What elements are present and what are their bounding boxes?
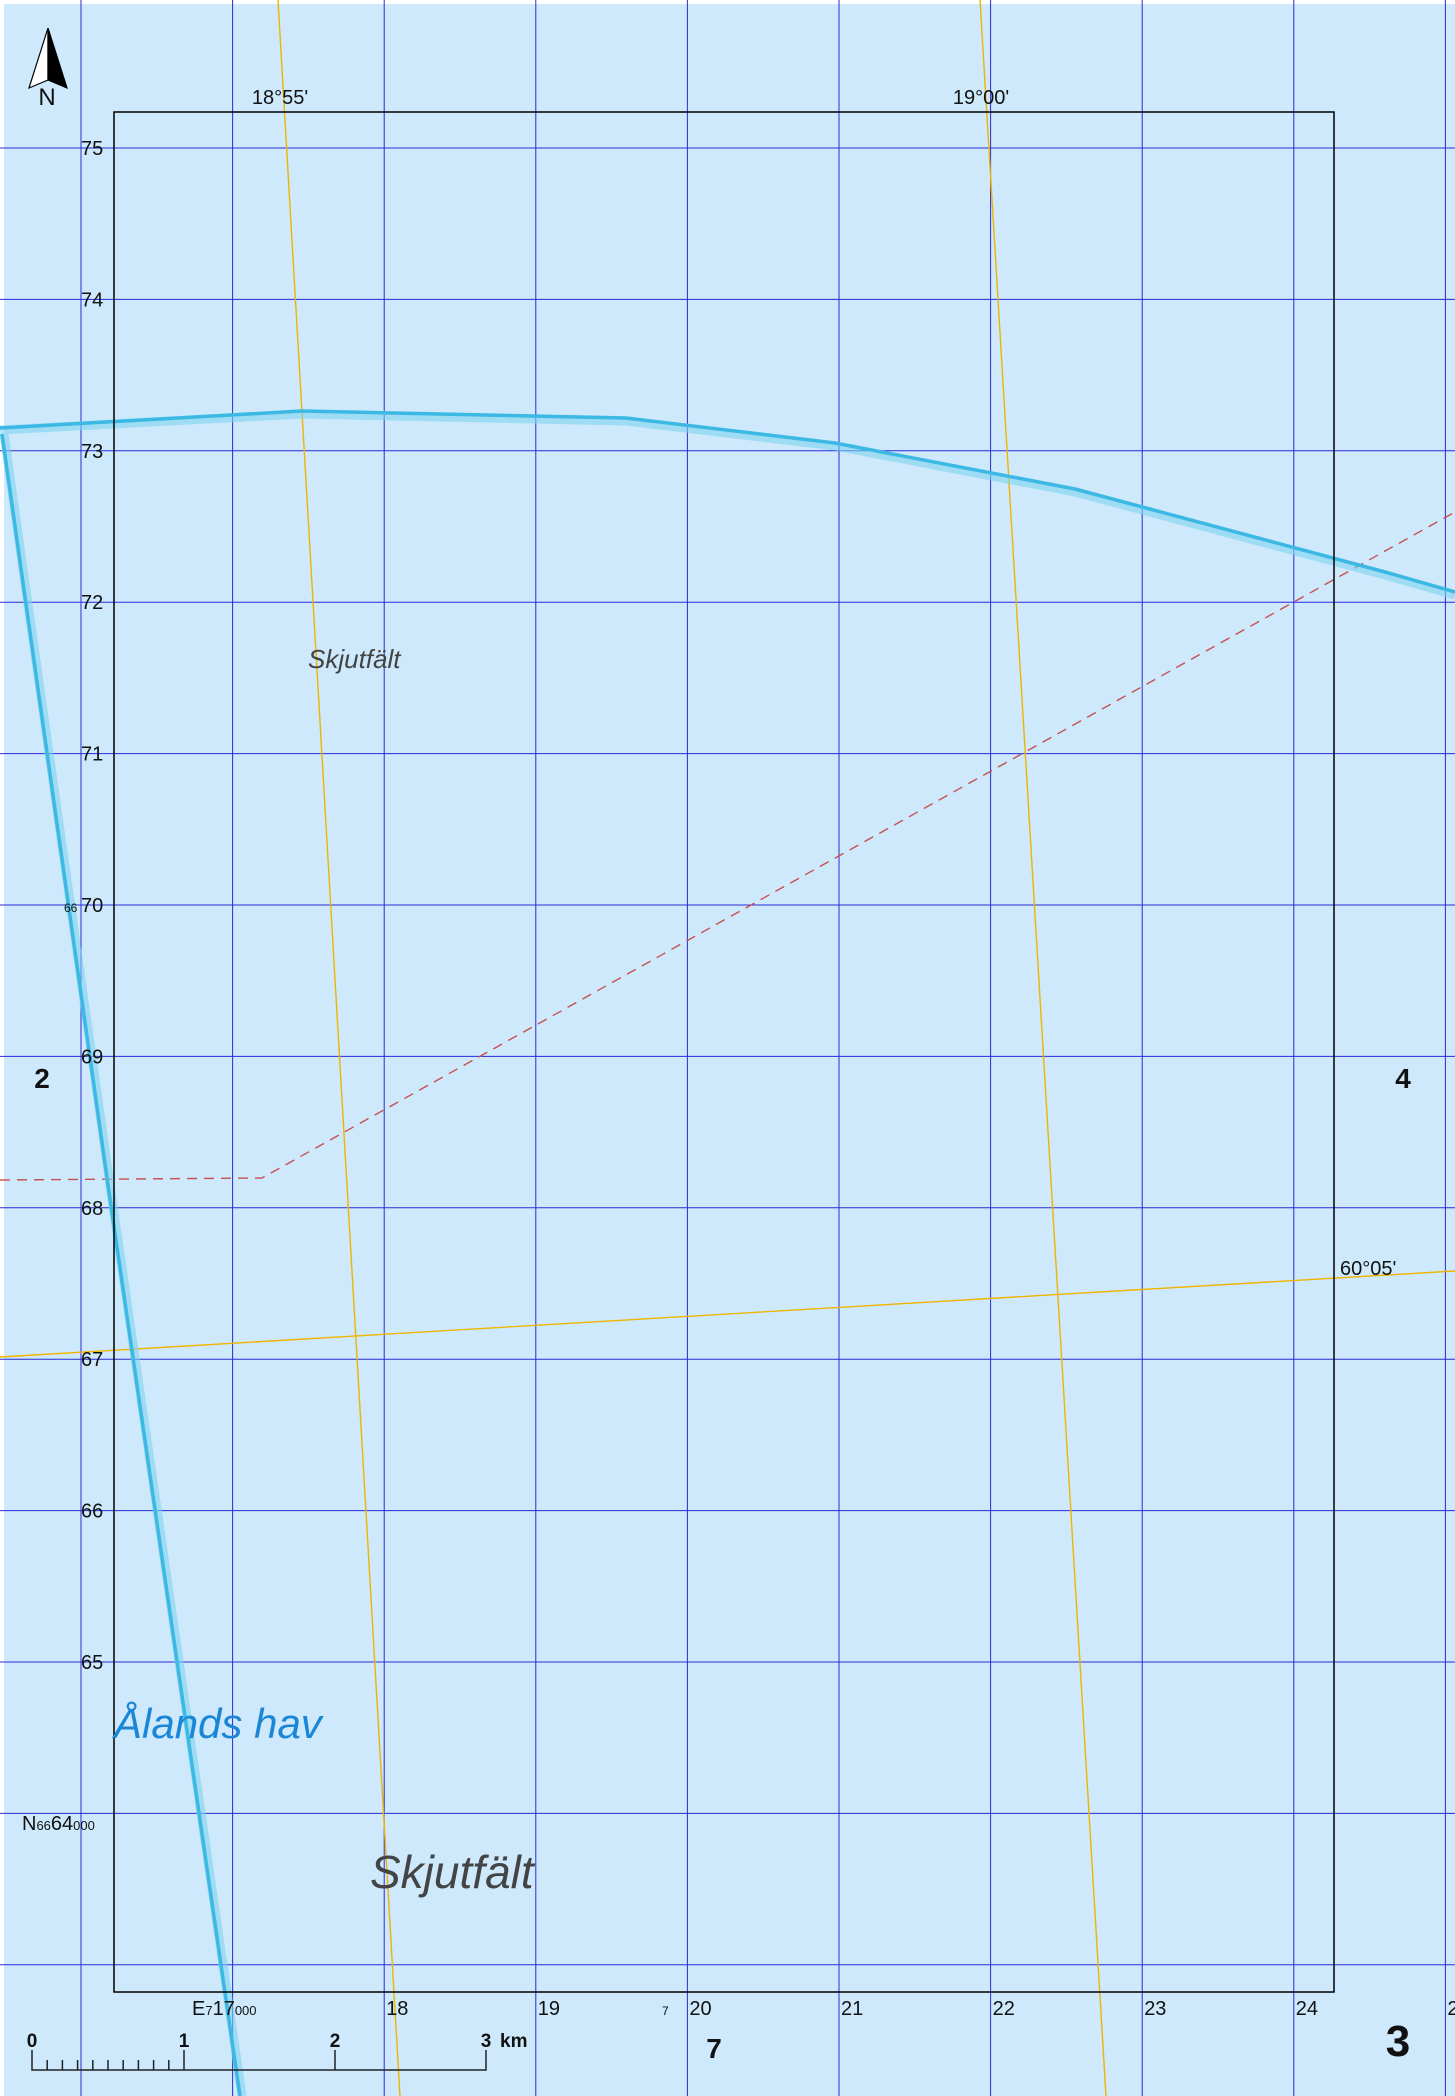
grid-col-label: 24 xyxy=(1296,1998,1318,2020)
scale-label-1: 1 xyxy=(179,2031,190,2052)
adjacent-sheet-bottom: 7 xyxy=(706,2033,722,2064)
grid-row-64-main: 64 xyxy=(51,1813,73,1835)
grid-col-label: 25 xyxy=(1447,1998,1455,2020)
lon-label-19-00: 19°00' xyxy=(953,87,1009,109)
grid-col-17-suffix: 000 xyxy=(235,2003,257,2018)
grid-row-label: 74 xyxy=(81,289,103,311)
meridian-19-00 xyxy=(979,0,1107,2096)
boundary-line xyxy=(0,511,1455,1181)
grid-row-label: 65 xyxy=(81,1652,103,1674)
lat-label-60-05: 60°05' xyxy=(1340,1258,1396,1280)
sea-area xyxy=(4,4,1455,2096)
adjacent-sheet-right: 4 xyxy=(1395,1063,1411,1094)
coastline-halo-top xyxy=(0,409,1455,600)
grid-col-17-prefix: E xyxy=(192,1998,205,2020)
grid-row-label: 68 xyxy=(81,1198,103,1220)
grid-col-17-sub: 7 xyxy=(205,2003,212,2018)
scale-label-3: 3 xyxy=(481,2031,492,2052)
north-arrow: N xyxy=(28,27,68,111)
grid-row-label: 75 xyxy=(81,138,103,160)
grid-row-labels: 75 74 73 72 71 70 69 68 67 66 65 xyxy=(81,138,103,1674)
grid-row-label: 71 xyxy=(81,744,103,766)
grid-row-label: 73 xyxy=(81,441,103,463)
parallel-60-05 xyxy=(0,1270,1455,1358)
grid-col-label: 18 xyxy=(386,1998,408,2020)
scale-unit: km xyxy=(500,2031,527,2052)
scale-bar-minor-ticks xyxy=(46,2060,170,2070)
meridian-18-55 xyxy=(277,0,401,2096)
coastline-halo-left xyxy=(0,433,247,2096)
grid-row-label: 66 xyxy=(81,1501,103,1523)
grid-col-label: 21 xyxy=(841,1998,863,2020)
grid-row-label: 72 xyxy=(81,592,103,614)
scale-bar xyxy=(31,2050,487,2071)
north-arrow-label: N xyxy=(38,84,55,111)
grid-row-64-prefix: N xyxy=(22,1813,36,1835)
grid-col-label: 23 xyxy=(1144,1998,1166,2020)
grid-col-17-main: 17 xyxy=(213,1998,235,2020)
north-arrow-icon-dark xyxy=(47,27,68,90)
coastline-lines xyxy=(0,409,1455,2096)
grid-row-label: 70 xyxy=(81,895,103,917)
adjacent-sheet-left: 2 xyxy=(34,1063,50,1094)
grid-col-labels: 18 19 20 21 22 23 24 25 xyxy=(386,1998,1455,2020)
coastline-left xyxy=(0,433,242,2096)
area-label-large: Skjutfält xyxy=(370,1846,536,1898)
grid-col-label: 19 xyxy=(538,1998,560,2020)
grid-row-label: 67 xyxy=(81,1349,103,1371)
grid-row-label: 69 xyxy=(81,1046,103,1068)
scale-label-2: 2 xyxy=(330,2031,341,2052)
water-label: Ålands hav xyxy=(111,1700,325,1747)
adjacent-sheet-corner: 3 xyxy=(1386,2017,1410,2066)
grid-row-label-64: N6664000 xyxy=(22,1813,95,1835)
map-frame xyxy=(113,111,1335,1993)
scale-label-0: 0 xyxy=(27,2031,38,2052)
grid-col-label-17: E717000 xyxy=(192,1998,257,2020)
lon-label-18-55: 18°55' xyxy=(252,87,308,109)
grid-row-label-70-prefix: 66 xyxy=(64,901,78,915)
grid-col-label-20-prefix: 7 xyxy=(662,2004,669,2018)
grid-row-64-sub: 66 xyxy=(36,1818,50,1833)
area-label-small: Skjutfält xyxy=(308,644,402,674)
scale-bar-line xyxy=(31,2050,487,2071)
coastline-top xyxy=(0,409,1455,594)
grid-col-label: 22 xyxy=(993,1998,1015,2020)
grid-row-64-suffix: 000 xyxy=(73,1818,95,1833)
grid-col-label: 20 xyxy=(689,1998,711,2020)
